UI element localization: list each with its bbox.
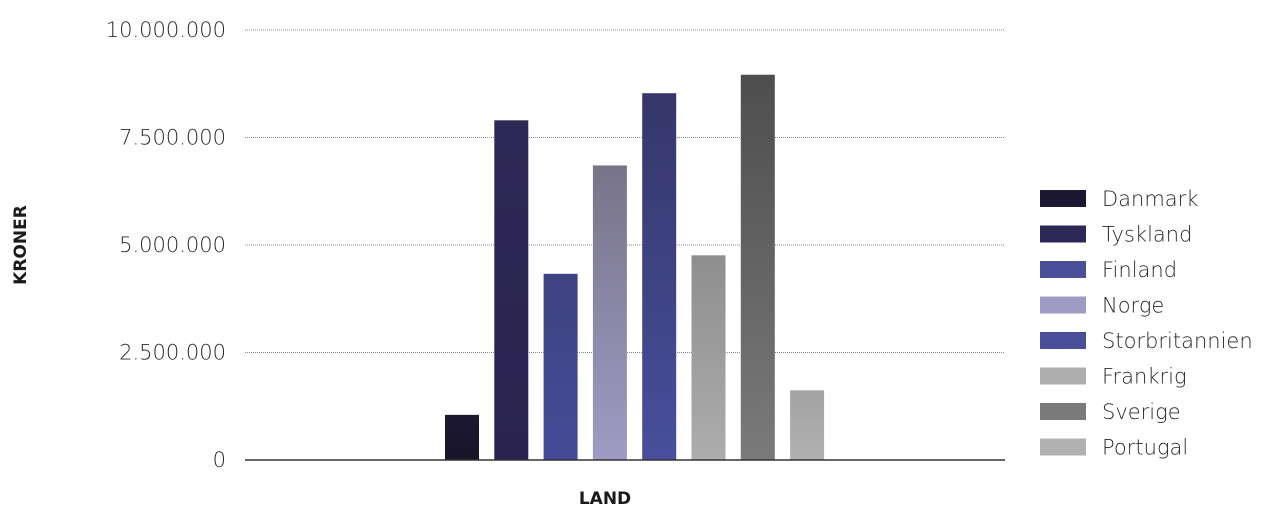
legend-swatch: [1040, 225, 1086, 243]
y-axis-title: KRONER: [11, 205, 31, 285]
bar-finland: [543, 273, 578, 460]
legend-swatch: [1040, 403, 1086, 420]
legend-swatch: [1040, 190, 1086, 207]
legend-swatch: [1040, 261, 1086, 278]
y-tick-label: 10.000.000: [106, 18, 226, 42]
legend-label: Norge: [1102, 294, 1164, 318]
legend-swatch: [1040, 438, 1086, 456]
legend-swatch: [1040, 296, 1086, 314]
bars: [445, 74, 825, 461]
legend-swatch: [1040, 332, 1086, 349]
x-axis-title: LAND: [579, 489, 631, 509]
bar-tyskland: [494, 120, 529, 461]
y-axis-ticks: 0 2.500.000 5.000.000 7.500.000 10.000.000: [106, 18, 226, 472]
bar-frankrig: [691, 255, 726, 460]
legend-label: Sverige: [1102, 400, 1181, 424]
y-tick-label: 7.500.000: [119, 126, 226, 150]
y-tick-label: 0: [213, 448, 226, 472]
legend: Danmark Tyskland Finland Norge Storbritannie…: [1040, 187, 1253, 460]
legend-label: Portugal: [1102, 436, 1188, 460]
bar-sverige: [740, 74, 775, 460]
legend-label: Danmark: [1102, 187, 1198, 211]
y-tick-label: 2.500.000: [119, 341, 226, 365]
y-tick-label: 5.000.000: [119, 233, 226, 257]
bar-portugal: [790, 390, 825, 460]
legend-label: Finland: [1102, 258, 1177, 282]
bar-norge: [592, 165, 627, 460]
legend-label: Storbritannien: [1102, 329, 1253, 353]
bar-storbritannien: [642, 93, 677, 461]
bar-danmark: [445, 414, 479, 460]
legend-label: Frankrig: [1102, 365, 1187, 389]
legend-swatch: [1040, 367, 1086, 385]
legend-label: Tyskland: [1102, 223, 1192, 247]
